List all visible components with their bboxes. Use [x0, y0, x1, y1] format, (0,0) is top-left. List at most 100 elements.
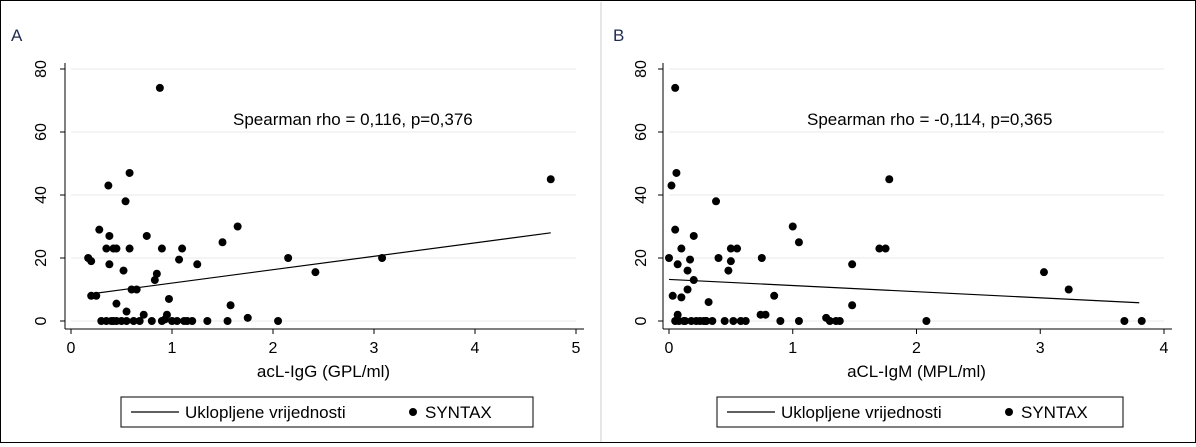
x-tick-label: 4	[471, 340, 480, 357]
panel-label: B	[613, 26, 624, 45]
data-point	[147, 317, 156, 325]
data-point	[104, 181, 113, 190]
data-point	[673, 310, 682, 319]
data-point	[683, 285, 692, 294]
data-point	[788, 222, 797, 231]
data-point	[164, 294, 173, 303]
panel-b: B 0 20 40 60 80 0 1 2 3 4 aCL-IgM (MPL/ml) Spearman …	[613, 26, 1172, 428]
y-tick-label: 80	[633, 60, 650, 78]
data-point	[720, 317, 729, 325]
data-point	[150, 276, 159, 285]
data-point	[546, 175, 555, 184]
data-point	[112, 244, 121, 253]
data-point	[162, 310, 171, 319]
data-point	[139, 310, 148, 319]
y-tick-label: 80	[33, 60, 50, 78]
y-tick-label: 40	[33, 186, 50, 204]
data-point	[712, 197, 721, 206]
data-point	[1137, 317, 1146, 325]
y-tick-label: 0	[33, 316, 50, 325]
data-point	[885, 175, 894, 184]
data-point	[218, 238, 227, 247]
x-tick-label: 4	[1160, 340, 1169, 357]
data-point	[726, 244, 735, 253]
data-point	[188, 317, 197, 325]
x-axis-label: acL-IgG (GPL/ml)	[257, 362, 390, 381]
data-point	[125, 168, 134, 177]
legend-entry-fit: Uklopljene vrijednosti	[185, 403, 346, 422]
data-point	[672, 168, 681, 177]
data-point	[761, 310, 770, 319]
legend-entry-fit: Uklopljene vrijednosti	[781, 403, 942, 422]
data-point	[122, 317, 131, 325]
data-point	[708, 317, 717, 325]
legend-entry-syntax: SYNTAX	[1021, 403, 1088, 422]
data-point	[689, 276, 698, 285]
data-point	[112, 299, 121, 308]
data-point	[770, 291, 779, 300]
x-tick-label: 1	[788, 340, 797, 357]
data-point	[173, 317, 182, 325]
data-point	[175, 255, 184, 264]
data-point	[157, 244, 166, 253]
data-point	[1039, 268, 1048, 277]
data-point	[724, 266, 733, 275]
data-point	[741, 317, 750, 325]
legend-marker-swatch	[409, 408, 417, 416]
data-point	[226, 301, 235, 310]
data-point	[922, 317, 931, 325]
x-tick-label: 2	[912, 340, 921, 357]
data-point	[95, 225, 104, 234]
data-point	[1120, 317, 1129, 325]
y-tick-label: 20	[33, 249, 50, 267]
data-point	[155, 83, 164, 92]
data-point	[677, 244, 686, 253]
legend: Uklopljene vrijednosti SYNTAX	[716, 396, 1124, 428]
x-axis-label: aCL-IgM (MPL/ml)	[847, 362, 986, 381]
fit-line	[88, 232, 551, 295]
y-tick-label: 20	[633, 249, 650, 267]
data-point	[714, 254, 723, 262]
data-point	[881, 244, 890, 253]
data-point	[92, 291, 101, 300]
data-point	[671, 225, 680, 234]
data-point	[704, 298, 713, 307]
data-point	[129, 317, 138, 325]
data-point	[776, 317, 785, 325]
data-point	[105, 231, 114, 240]
data-point	[105, 260, 114, 269]
data-point	[702, 317, 711, 325]
data-point	[233, 222, 242, 231]
data-point	[193, 260, 202, 269]
data-point	[689, 231, 698, 240]
data-point	[132, 285, 141, 294]
data-point	[848, 260, 857, 269]
data-point	[178, 244, 187, 253]
data-point	[223, 317, 232, 325]
data-point	[757, 254, 766, 262]
data-point	[733, 244, 742, 253]
data-point	[311, 268, 320, 277]
data-point	[825, 317, 834, 325]
legend-box	[120, 396, 534, 428]
data-point	[135, 317, 144, 325]
data-point	[875, 244, 884, 253]
y-tick-label: 60	[33, 123, 50, 141]
data-point	[835, 317, 844, 325]
data-point	[121, 197, 130, 206]
x-tick-label: 0	[67, 340, 76, 357]
data-point	[667, 181, 676, 190]
legend-box	[716, 396, 1124, 428]
data-point	[681, 317, 690, 325]
data-point	[848, 301, 857, 310]
legend-entry-syntax: SYNTAX	[425, 403, 492, 422]
data-point	[203, 317, 212, 325]
y-tick-label: 60	[633, 123, 650, 141]
data-point	[142, 231, 151, 240]
data-point	[122, 307, 131, 316]
data-point	[152, 269, 161, 278]
data-point	[87, 257, 96, 266]
panel-a: A 0 20 40 60 80 0 1 2 3 4 5 acL-IgG (GPL/ml) Spearman…	[11, 26, 584, 428]
data-point	[729, 317, 738, 325]
